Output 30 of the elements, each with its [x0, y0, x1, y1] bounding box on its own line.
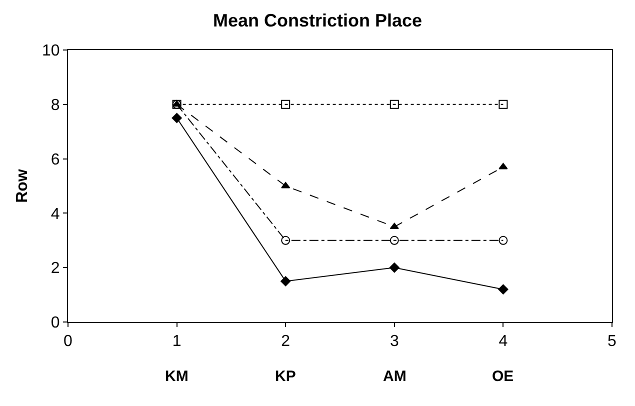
x-tick-label: 3 [390, 333, 399, 350]
text: KM [165, 368, 188, 385]
point [280, 276, 291, 286]
x-tick-label: 1 [172, 333, 182, 350]
x-tick-label: 2 [281, 333, 290, 350]
point [389, 262, 400, 273]
point [390, 222, 399, 230]
y-tick-label: 10 [42, 42, 60, 60]
text: OE [492, 368, 514, 385]
x-tick-label: 4 [498, 333, 508, 350]
point [172, 112, 182, 124]
chart-title: Mean Constriction Place [212, 10, 422, 31]
point [498, 162, 508, 170]
x-tick-label: 0 [64, 333, 73, 350]
y-tick-label: 8 [50, 97, 60, 114]
x-tick-label: 5 [608, 333, 617, 350]
point [281, 100, 290, 109]
y-tick-label: 4 [50, 206, 60, 223]
y-axis-title: Row [14, 168, 31, 203]
y-tick-label: 0 [50, 314, 60, 332]
point [281, 236, 290, 245]
point [390, 100, 399, 109]
y-tick-label: 2 [50, 260, 60, 278]
point [498, 284, 508, 294]
text: AM [383, 368, 406, 385]
text: KP [275, 368, 296, 385]
y-tick-label: 6 [50, 151, 60, 168]
point [498, 236, 508, 245]
point [498, 100, 508, 109]
point [390, 236, 399, 245]
